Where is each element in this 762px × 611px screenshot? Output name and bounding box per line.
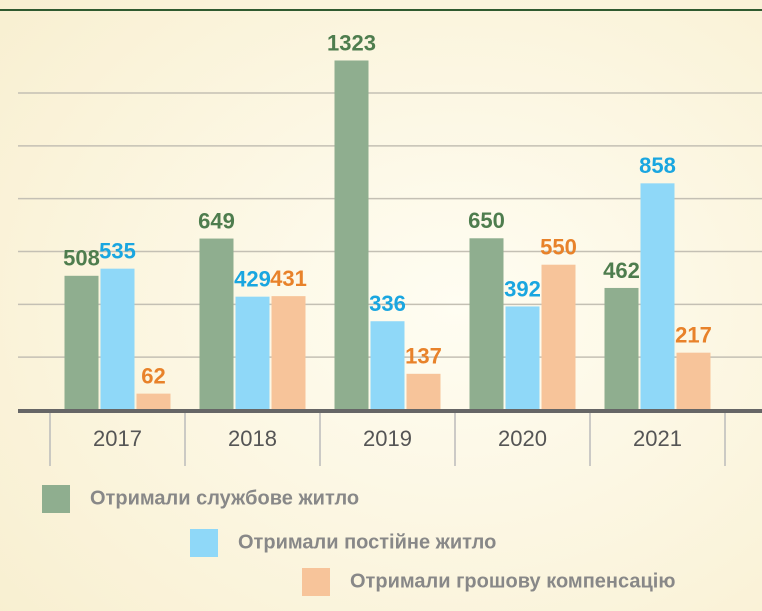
bar	[235, 296, 270, 410]
bar	[136, 393, 171, 410]
value-label: 550	[540, 235, 577, 260]
value-label: 137	[405, 344, 442, 369]
value-label: 392	[504, 276, 541, 301]
value-label: 1323	[327, 30, 376, 55]
legend-swatch	[190, 529, 218, 557]
x-tick-label: 2017	[93, 426, 142, 451]
value-label: 649	[198, 208, 235, 233]
bar	[541, 264, 576, 410]
value-label: 508	[63, 246, 100, 271]
value-label: 336	[369, 291, 406, 316]
bar	[505, 306, 540, 410]
x-tick-label: 2018	[228, 426, 277, 451]
legend-swatch	[42, 485, 70, 513]
legend-label: Отримали службове житло	[90, 487, 359, 509]
value-label: 858	[639, 153, 676, 178]
value-label: 217	[675, 322, 712, 347]
value-label: 62	[141, 363, 165, 388]
bar	[676, 352, 711, 410]
value-label: 462	[603, 258, 640, 283]
bar	[370, 321, 405, 410]
bar	[334, 60, 369, 411]
value-label: 429	[234, 266, 271, 291]
value-label: 535	[99, 238, 136, 263]
legend-swatch	[302, 568, 330, 596]
value-label: 431	[270, 266, 307, 291]
bar	[64, 275, 99, 410]
bar	[640, 183, 675, 410]
bar	[604, 287, 639, 410]
bar	[100, 268, 135, 410]
bar	[406, 373, 441, 410]
x-tick-label: 2019	[363, 426, 412, 451]
bar	[271, 296, 306, 410]
bar	[199, 238, 234, 410]
legend-label: Отримали грошову компенсацію	[350, 570, 675, 592]
value-label: 650	[468, 208, 505, 233]
x-tick-label: 2021	[633, 426, 682, 451]
bar	[469, 238, 504, 410]
legend-label: Отримали постійне житло	[238, 531, 496, 553]
x-tick-label: 2020	[498, 426, 547, 451]
